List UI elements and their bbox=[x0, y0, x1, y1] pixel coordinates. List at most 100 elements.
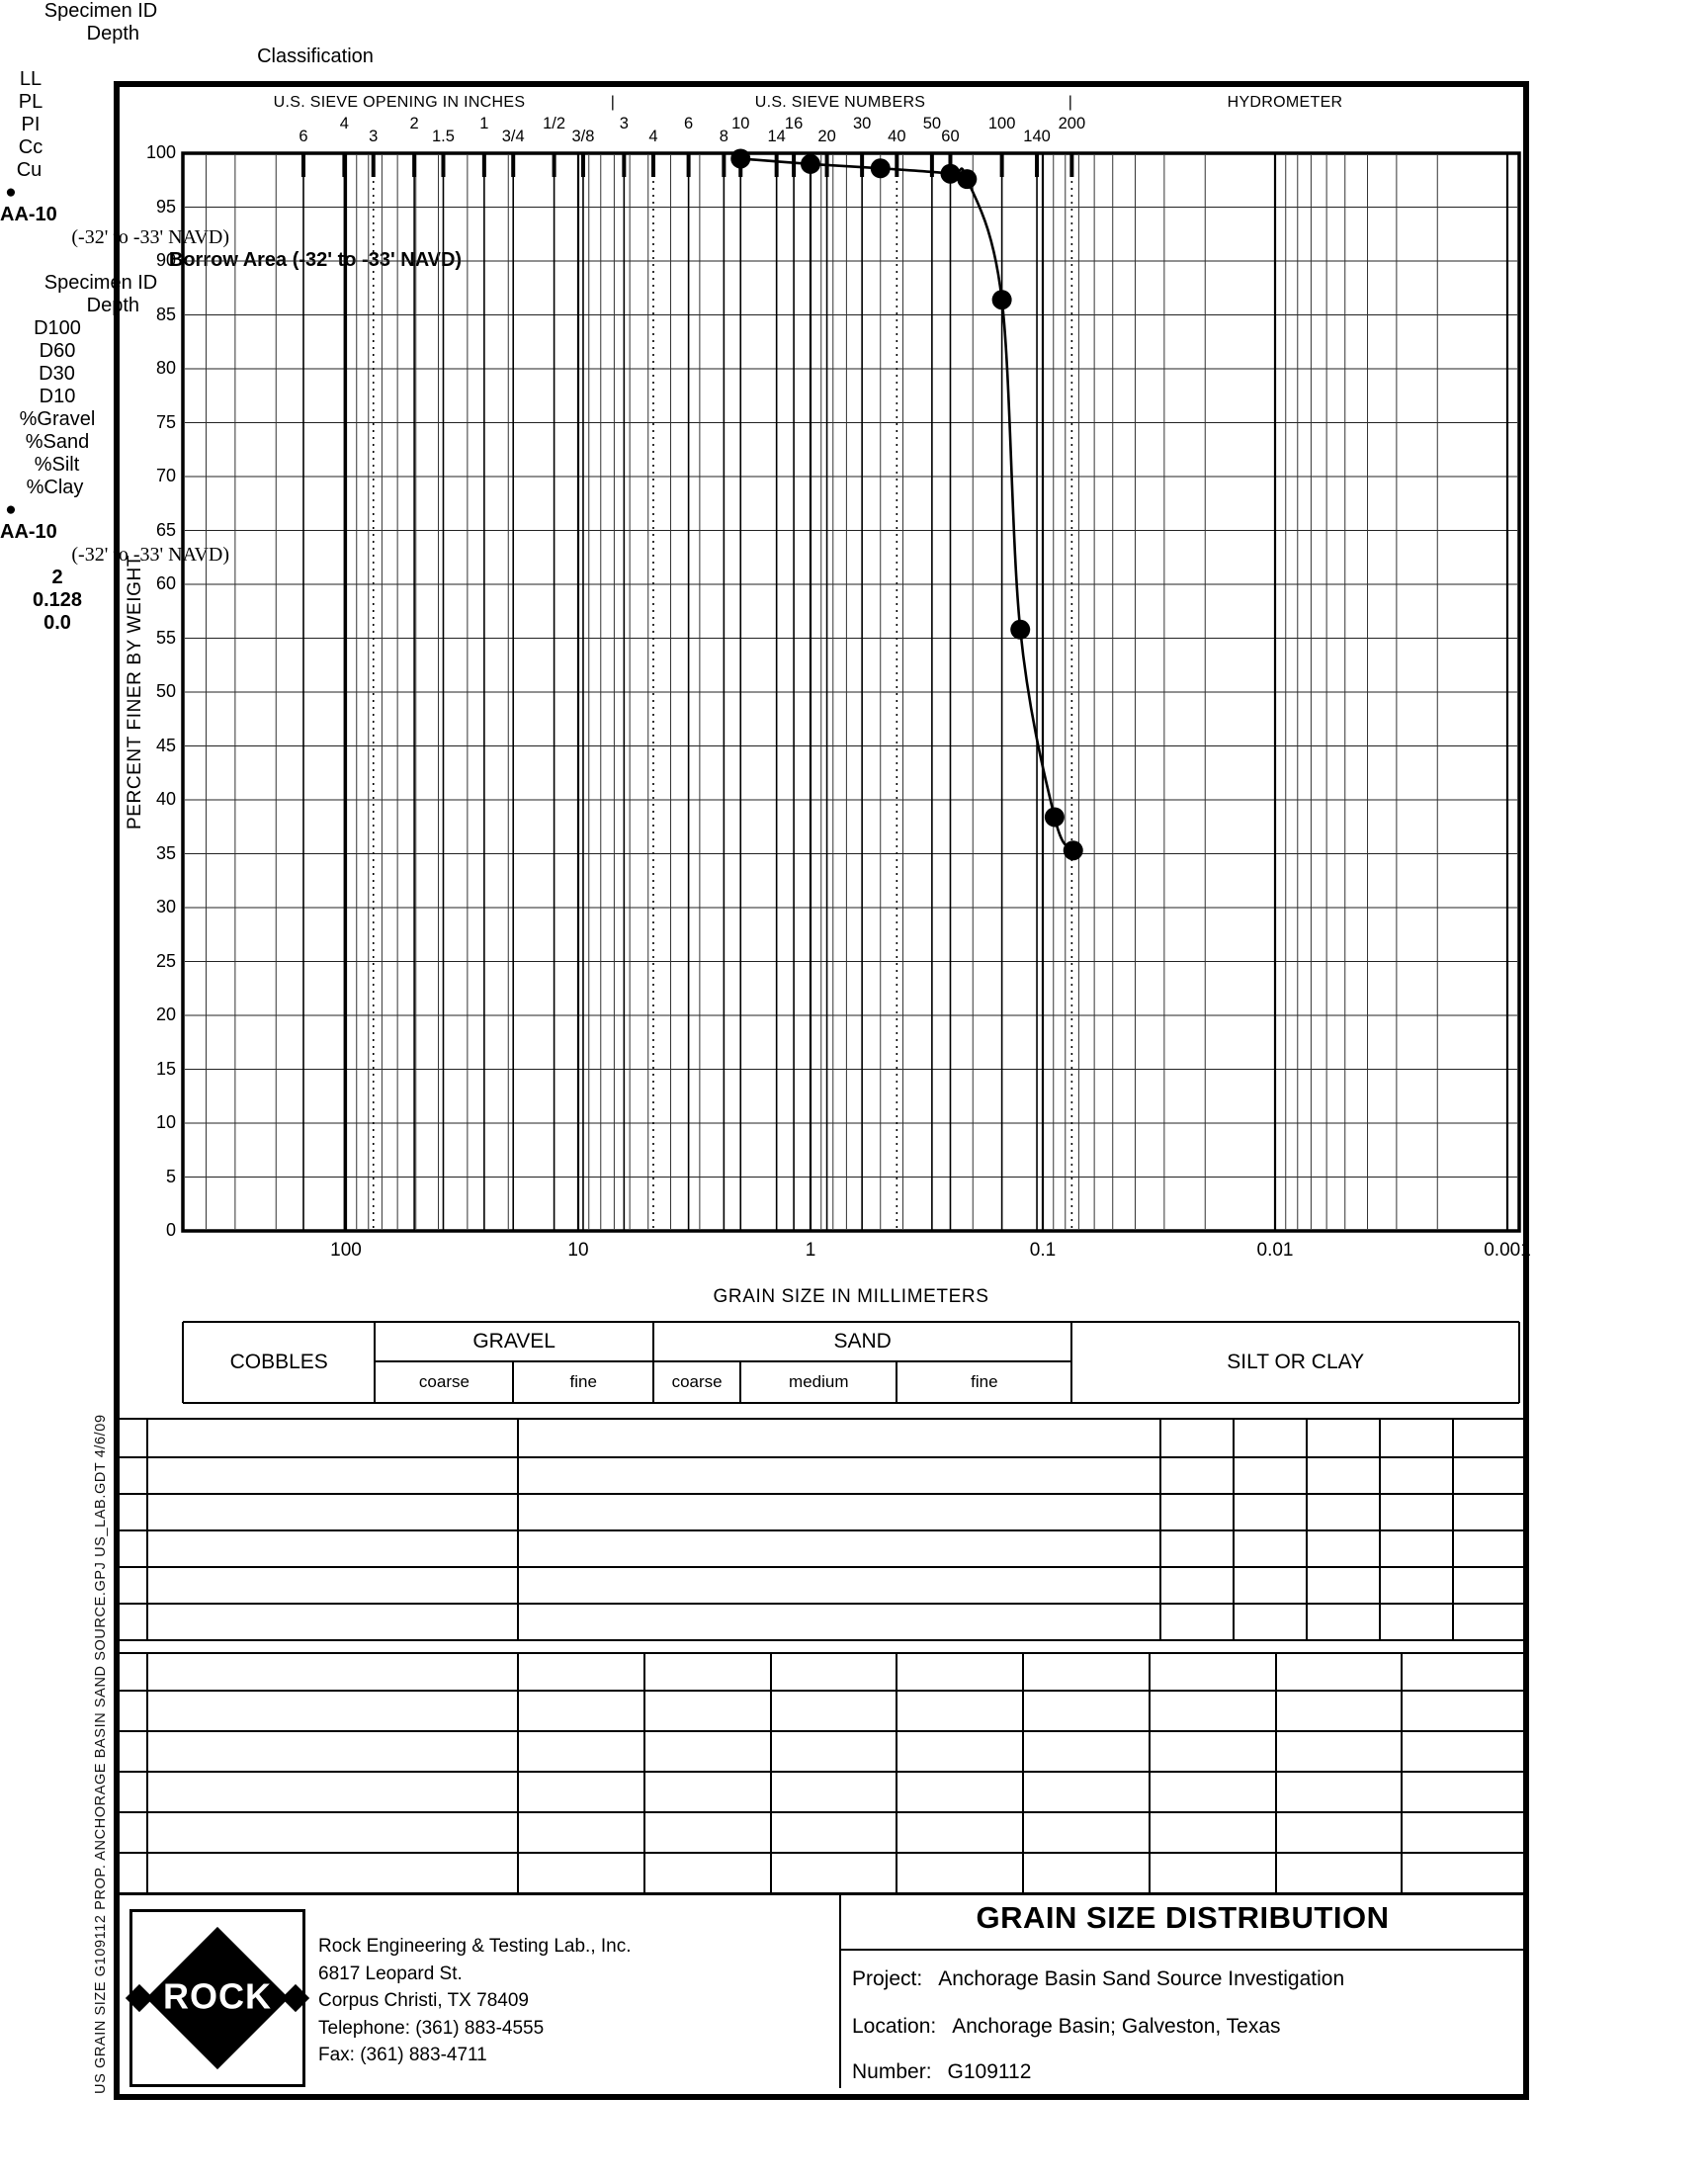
location-value: Anchorage Basin; Galveston, Texas bbox=[952, 2015, 1281, 2038]
sieve-tick-label: 1/2 bbox=[543, 115, 566, 132]
rule-vertical bbox=[146, 1419, 148, 1640]
sieve-tick-label: 3 bbox=[619, 115, 629, 132]
rule-horizontal bbox=[120, 1638, 1523, 1642]
table2-row-0-d60: 0.128 bbox=[32, 589, 83, 611]
report-title: GRAIN SIZE DISTRIBUTION bbox=[976, 1900, 1390, 1935]
sieve-tick-label: 14 bbox=[767, 128, 786, 145]
y-axis-tick-label: 50 bbox=[155, 681, 176, 701]
sieve-tick-label: 8 bbox=[719, 128, 728, 145]
table1-header-cc: Cc bbox=[18, 136, 43, 158]
sieve-tick-label: 1 bbox=[479, 115, 489, 132]
rule-horizontal bbox=[183, 1320, 1519, 1324]
rule-horizontal bbox=[120, 1455, 1523, 1459]
rule-vertical bbox=[896, 1653, 897, 1893]
y-axis-tick-label: 85 bbox=[155, 304, 176, 324]
rule-vertical bbox=[181, 1322, 185, 1403]
fraction-cobbles-label: COBBLES bbox=[229, 1351, 328, 1373]
sieve-tick-label: 4 bbox=[339, 115, 349, 132]
rule-vertical bbox=[1379, 1419, 1381, 1640]
sieve-tick-label: 20 bbox=[817, 128, 836, 145]
sieve-tick-label: 200 bbox=[1058, 115, 1086, 132]
company-fax: Fax: (361) 883-4711 bbox=[318, 2045, 487, 2065]
sieve-tick-label: 3 bbox=[369, 128, 379, 145]
rule-vertical bbox=[374, 1322, 377, 1403]
scale-header-hydrometer: HYDROMETER bbox=[1227, 94, 1343, 111]
rule-horizontal bbox=[120, 1651, 1523, 1655]
sieve-tick-label: 30 bbox=[852, 115, 872, 132]
x-axis-title: GRAIN SIZE IN MILLIMETERS bbox=[713, 1286, 989, 1307]
sieve-tick-label: 140 bbox=[1023, 128, 1051, 145]
rule-horizontal bbox=[120, 1603, 1523, 1605]
sieve-tick-label: 100 bbox=[987, 115, 1016, 132]
rule-horizontal bbox=[120, 1811, 1523, 1813]
rule-horizontal bbox=[840, 1948, 1523, 1952]
company-name: Rock Engineering & Testing Lab., Inc. bbox=[318, 1936, 632, 1957]
y-axis-tick-label: 65 bbox=[155, 519, 176, 540]
table2-header-clay: %Clay bbox=[26, 477, 84, 498]
rule-horizontal bbox=[120, 1493, 1523, 1495]
sieve-tick-label: 16 bbox=[784, 115, 804, 132]
rule-horizontal bbox=[120, 1730, 1523, 1732]
sieve-tick-label: 3/4 bbox=[501, 128, 525, 145]
y-axis-tick-label: 25 bbox=[155, 950, 176, 971]
location-line: Location: Anchorage Basin; Galveston, Tex… bbox=[852, 2015, 1281, 2039]
company-logo: ROCK bbox=[125, 1909, 310, 2087]
rule-vertical bbox=[1233, 1419, 1235, 1640]
table1-header-cu: Cu bbox=[16, 159, 43, 181]
project-label: Project: bbox=[852, 1967, 923, 1990]
table2-header-gravel: %Gravel bbox=[19, 408, 96, 430]
table2-header-d60: D60 bbox=[39, 340, 76, 362]
scale-header-separator-1: | bbox=[610, 94, 616, 111]
y-axis-tick-label: 0 bbox=[165, 1220, 176, 1240]
rule-vertical bbox=[1401, 1653, 1403, 1893]
y-axis-tick-label: 75 bbox=[155, 411, 176, 432]
table2-row-0-specimen_id: AA-10 bbox=[0, 521, 57, 543]
fraction-sand-coarse-label: coarse bbox=[671, 1372, 723, 1391]
rule-vertical bbox=[512, 1361, 515, 1403]
sieve-tick-label: 50 bbox=[922, 115, 942, 132]
rule-vertical bbox=[1517, 1322, 1521, 1403]
table2-header-silt: %Silt bbox=[34, 454, 80, 476]
rule-vertical bbox=[739, 1361, 742, 1403]
project-value: Anchorage Basin Sand Source Investigatio… bbox=[938, 1967, 1345, 1990]
rule-vertical bbox=[517, 1653, 519, 1893]
y-axis-tick-label: 45 bbox=[155, 735, 176, 755]
scale-header-sieve-inches: U.S. SIEVE OPENING IN INCHES bbox=[273, 94, 526, 111]
x-axis-tick-label: 0.01 bbox=[1256, 1240, 1294, 1261]
rule-horizontal bbox=[120, 1891, 1523, 1895]
fraction-gravel-coarse-label: coarse bbox=[418, 1372, 470, 1391]
scale-header-sieve-numbers: U.S. SIEVE NUMBERS bbox=[754, 94, 926, 111]
rule-vertical bbox=[838, 1893, 842, 2088]
rule-vertical bbox=[1022, 1653, 1024, 1893]
y-axis-tick-label: 55 bbox=[155, 627, 176, 648]
table2-header-sand: %Sand bbox=[25, 431, 90, 453]
table1-header-specimen: Specimen ID bbox=[43, 0, 158, 22]
sieve-tick-label: 3/8 bbox=[571, 128, 595, 145]
y-axis-tick-label: 90 bbox=[155, 250, 176, 270]
table2-header-d100: D100 bbox=[34, 317, 81, 339]
company-address-block: Rock Engineering & Testing Lab., Inc. 68… bbox=[318, 1933, 632, 2069]
table1-header-pl: PL bbox=[18, 91, 43, 113]
y-axis-tick-label: 70 bbox=[155, 466, 176, 485]
table2-row-0-d100: 2 bbox=[51, 567, 63, 588]
table1-header-ll: LL bbox=[19, 68, 43, 90]
location-label: Location: bbox=[852, 2015, 937, 2038]
sieve-tick-label: 1.5 bbox=[432, 128, 455, 145]
sieve-tick-label: 40 bbox=[888, 128, 906, 145]
sieve-tick-label: 6 bbox=[684, 115, 694, 132]
table2-header-specimen: Specimen ID bbox=[43, 272, 158, 294]
table1-header-depth: Depth bbox=[86, 23, 139, 44]
x-axis-tick-label: 0.001 bbox=[1484, 1240, 1531, 1261]
company-city: Corpus Christi, TX 78409 bbox=[318, 1990, 529, 2011]
y-axis-tick-label: 15 bbox=[155, 1058, 176, 1079]
table2-header-d10: D10 bbox=[39, 386, 76, 407]
sieve-tick-label: 60 bbox=[941, 128, 960, 145]
table1-header-pi: PI bbox=[21, 114, 41, 135]
rule-vertical bbox=[1070, 1322, 1073, 1403]
rule-horizontal bbox=[120, 1417, 1523, 1421]
fraction-sand-fine-label: fine bbox=[971, 1372, 998, 1391]
rule-vertical bbox=[1159, 1419, 1161, 1640]
y-axis-tick-label: 10 bbox=[155, 1112, 176, 1132]
y-axis-tick-label: 100 bbox=[145, 142, 176, 162]
